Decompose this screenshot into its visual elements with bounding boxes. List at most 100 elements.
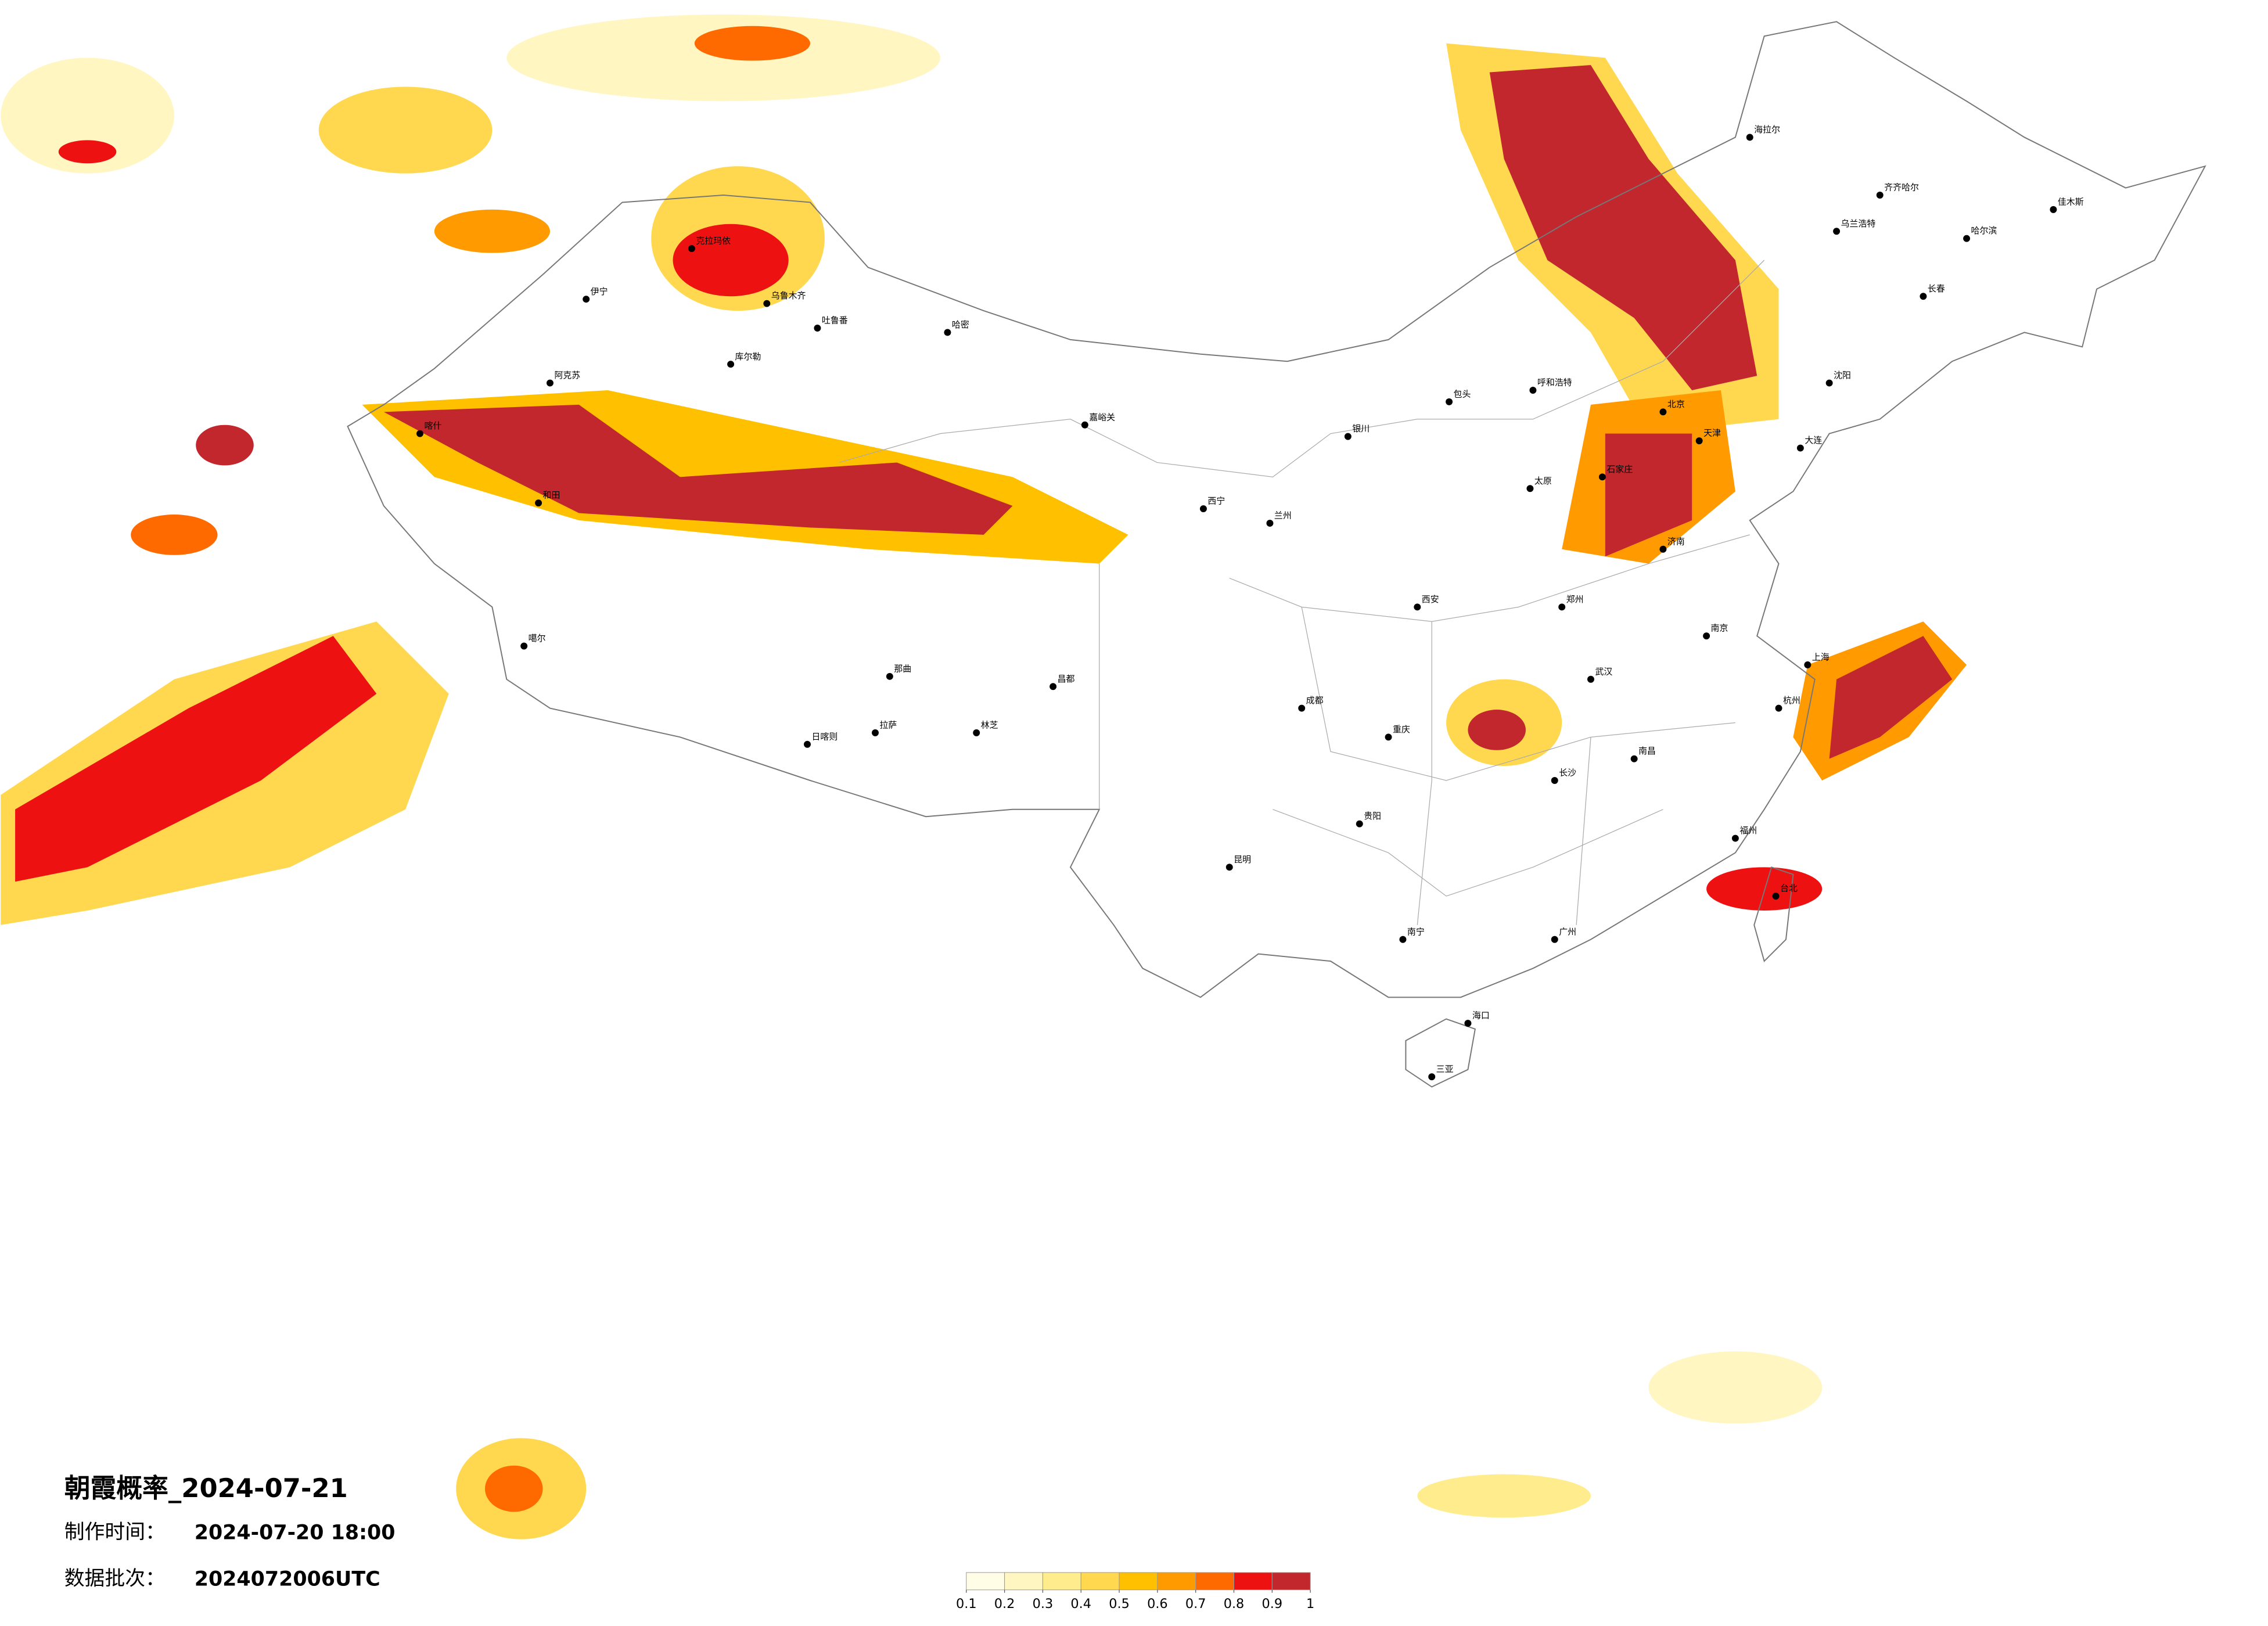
city-dot [1464, 1020, 1472, 1027]
make-time: 2024-07-20 18:00 [195, 1521, 396, 1545]
city-dot [872, 729, 879, 736]
heat-blob [1489, 65, 1757, 390]
legend-swatch [1234, 1572, 1273, 1591]
city-dot [804, 740, 811, 748]
city-label: 长春 [1928, 283, 1945, 294]
heat-blob [196, 425, 254, 466]
city-label: 林芝 [981, 720, 998, 730]
city-label: 银川 [1352, 423, 1370, 434]
city-label: 阿克苏 [554, 370, 580, 380]
legend-tick-label: 0.1 [956, 1596, 977, 1611]
heat-blob [1605, 433, 1692, 557]
city-dot [1081, 421, 1088, 429]
city-label: 武汉 [1595, 666, 1612, 677]
city-label: 喀什 [424, 420, 441, 431]
island-border [1753, 866, 1794, 963]
legend-tick-label: 0.3 [1033, 1596, 1054, 1611]
make-time-label: 制作时间： [64, 1521, 166, 1544]
city-label: 乌鲁木齐 [771, 290, 806, 301]
city-label: 海拉尔 [1754, 124, 1780, 135]
heat-blob [694, 26, 810, 61]
city-dot [583, 296, 590, 303]
city-label: 福州 [1739, 825, 1757, 836]
city-dot [1876, 192, 1884, 199]
city-label: 拉萨 [879, 720, 897, 730]
city-dot [520, 642, 528, 650]
city-label: 哈尔滨 [1971, 225, 1997, 236]
city-dot [973, 729, 980, 736]
city-label: 台北 [1780, 883, 1798, 894]
city-label: 日喀则 [811, 731, 838, 742]
heat-blob [1706, 867, 1823, 911]
city-dot [1526, 485, 1534, 492]
city-label: 杭州 [1783, 695, 1800, 706]
city-label: 哈密 [952, 319, 969, 330]
city-label: 贵阳 [1364, 811, 1381, 821]
city-label: 成都 [1306, 695, 1324, 706]
city-label: 噶尔 [529, 633, 546, 643]
city-label: 嘉峪关 [1089, 412, 1115, 422]
city-label: 西安 [1422, 594, 1439, 605]
city-label: 乌兰浩特 [1841, 218, 1876, 229]
legend-swatch [1042, 1572, 1081, 1591]
heat-blob [673, 224, 789, 297]
legend-tick-label: 1 [1306, 1596, 1314, 1611]
legend-swatch [1080, 1572, 1120, 1591]
legend-tick-label: 0.9 [1262, 1596, 1283, 1611]
batch: 2024072006UTC [195, 1567, 380, 1591]
city-dot [1049, 683, 1057, 690]
heat-layer [1, 14, 1967, 1539]
city-dot [1551, 777, 1558, 784]
city-label: 南京 [1711, 623, 1728, 634]
legend-swatch [1004, 1572, 1043, 1591]
city-dot [886, 672, 893, 680]
city-dot [1731, 834, 1739, 842]
city-label: 石家庄 [1606, 464, 1633, 474]
batch-label: 数据批次： [64, 1567, 166, 1590]
city-label: 大连 [1805, 435, 1822, 445]
legend-tick-label: 0.7 [1185, 1596, 1206, 1611]
city-dot [535, 499, 542, 507]
city-label: 上海 [1812, 652, 1830, 662]
island-border [1405, 1018, 1476, 1088]
city-dot [1529, 387, 1537, 394]
city-dot [1630, 755, 1638, 762]
city-dot [1804, 661, 1811, 668]
city-label: 昌都 [1058, 674, 1075, 684]
borders [347, 21, 2206, 1088]
legend-tick-label: 0.4 [1070, 1596, 1091, 1611]
city-dot [1963, 235, 1971, 242]
heat-blob [15, 636, 377, 882]
city-dot [547, 379, 553, 387]
city-dot [1356, 820, 1363, 828]
city-dot [1703, 632, 1710, 640]
city-dot [1428, 1073, 1436, 1081]
city-label: 呼和浩特 [1537, 377, 1572, 388]
city-dot [1414, 603, 1421, 611]
legend-swatch [966, 1572, 1005, 1591]
city-label: 克拉玛依 [696, 236, 731, 246]
city-dot [1399, 936, 1407, 943]
city-label: 太原 [1534, 476, 1552, 486]
city-label: 佳木斯 [2058, 196, 2084, 207]
legend-tick-label: 0.5 [1109, 1596, 1130, 1611]
city-label: 北京 [1667, 399, 1685, 409]
city-label: 长沙 [1559, 768, 1576, 778]
city-dot [1446, 398, 1453, 405]
heat-blob [131, 515, 218, 555]
city-label: 吐鲁番 [822, 315, 848, 326]
city-dot [688, 245, 695, 253]
city-label: 库尔勒 [735, 351, 761, 362]
city-dot [1551, 936, 1558, 943]
city-dot [1199, 505, 1207, 513]
city-dot [1775, 704, 1782, 712]
city-dot [1833, 228, 1841, 235]
city-dot [1920, 293, 1927, 300]
city-dot [1598, 473, 1606, 481]
city-label: 齐齐哈尔 [1884, 182, 1919, 193]
city-label: 南昌 [1638, 746, 1656, 756]
city-dot [727, 361, 735, 368]
city-dot [1225, 864, 1233, 871]
